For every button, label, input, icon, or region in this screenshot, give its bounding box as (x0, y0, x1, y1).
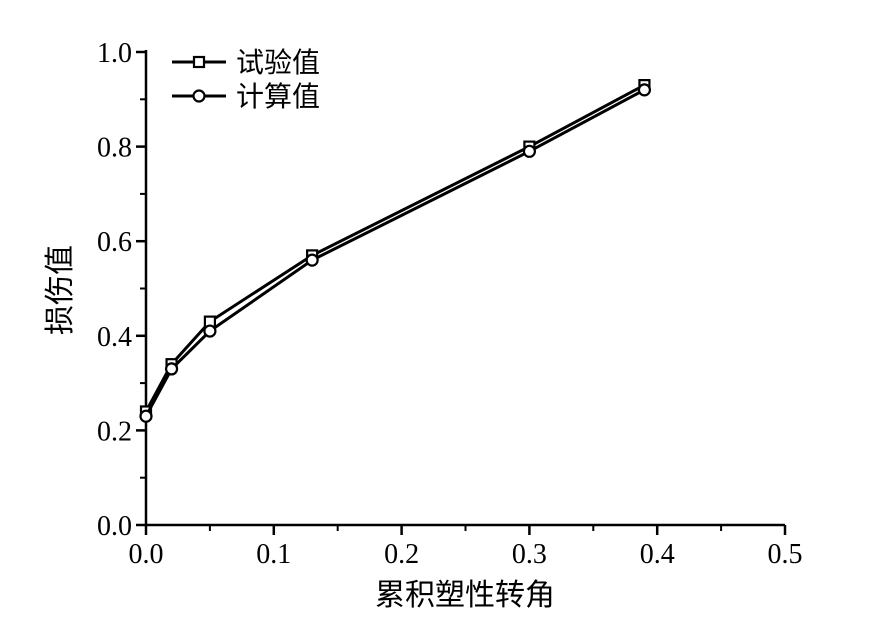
legend-square-icon (192, 55, 206, 69)
legend-item: 试验值 (172, 46, 320, 79)
series-1 (139, 79, 651, 418)
circle-marker (139, 409, 153, 423)
legend-label: 计算值 (236, 80, 320, 113)
y-tick-label: 0.0 (97, 511, 132, 542)
x-tick-label: 0.2 (384, 539, 419, 570)
x-tick-label: 0.1 (256, 539, 291, 570)
circle-marker (203, 324, 217, 338)
circle-marker (164, 362, 179, 376)
circle-marker (637, 83, 652, 97)
x-tick-label: 0.5 (768, 539, 803, 570)
legend-label: 试验值 (236, 46, 320, 79)
y-tick-label: 0.2 (97, 416, 132, 447)
circle-marker (522, 144, 537, 158)
x-tick-label: 0.3 (512, 539, 547, 570)
legend-item: 计算值 (172, 80, 320, 113)
y-tick-label: 0.8 (97, 133, 132, 164)
series-line (144, 88, 646, 417)
legend-circle-icon (192, 89, 206, 103)
y-tick-label: 0.4 (97, 322, 132, 353)
series-line (144, 83, 646, 413)
x-tick-label: 0.0 (129, 539, 164, 570)
x-tick-label: 0.4 (640, 539, 675, 570)
y-tick-label: 1.0 (97, 38, 132, 69)
circle-marker (305, 253, 319, 267)
x-axis-label: 累积塑性转角 (375, 578, 555, 613)
y-tick-label: 0.6 (97, 227, 132, 258)
y-axis-label: 损伤值 (43, 245, 78, 335)
series-2 (139, 83, 652, 423)
